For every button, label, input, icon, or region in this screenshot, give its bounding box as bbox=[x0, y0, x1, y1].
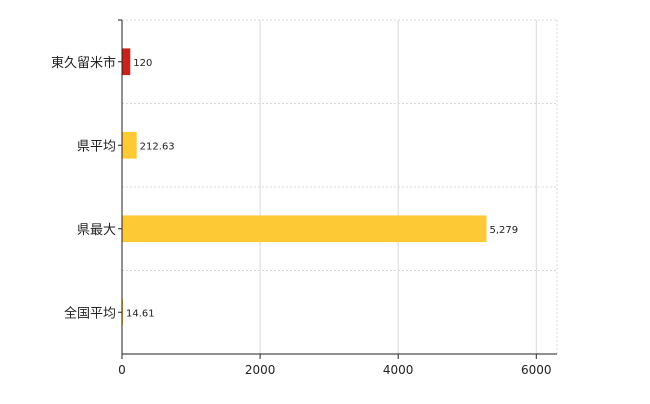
x-tick-label: 2000 bbox=[245, 363, 276, 377]
bar bbox=[122, 215, 487, 243]
bar bbox=[122, 298, 124, 326]
grid-layer bbox=[122, 19, 558, 354]
x-tick-label: 6000 bbox=[521, 363, 552, 377]
bar bbox=[122, 131, 137, 159]
bar-layer bbox=[122, 48, 487, 326]
data-label: 14.61 bbox=[126, 308, 155, 319]
bar bbox=[122, 48, 131, 76]
label-layer: 120 東久留米市 212.63 県平均 5,279 県最大 14.61 全国平均 0 2000 4… bbox=[51, 55, 552, 377]
data-label: 5,279 bbox=[490, 225, 519, 236]
data-label: 120 bbox=[133, 58, 152, 69]
axis-layer bbox=[118, 19, 557, 359]
category-label: 県平均 bbox=[77, 139, 116, 154]
category-label: 県最大 bbox=[77, 223, 116, 238]
category-label: 全国平均 bbox=[64, 305, 116, 321]
category-label: 東久留米市 bbox=[51, 55, 116, 71]
x-tick-label: 0 bbox=[118, 363, 126, 377]
x-tick-label: 4000 bbox=[383, 363, 414, 377]
data-label: 212.63 bbox=[140, 141, 175, 152]
